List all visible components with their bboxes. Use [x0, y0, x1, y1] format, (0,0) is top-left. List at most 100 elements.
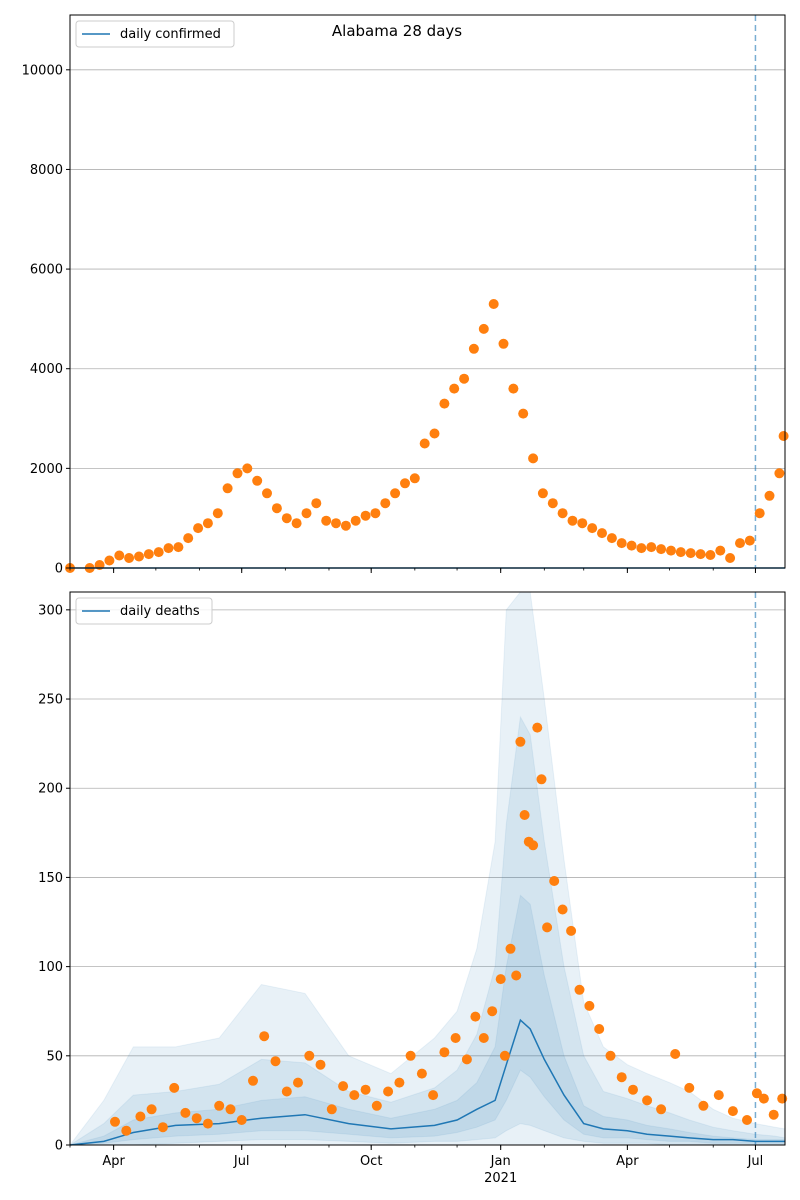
legend: daily deaths	[75, 597, 213, 625]
data-point	[270, 1056, 281, 1067]
y-tick-label: 8000	[30, 163, 63, 178]
data-point	[605, 1050, 616, 1061]
data-point	[495, 974, 506, 985]
data-point	[214, 1100, 225, 1111]
data-point	[259, 1031, 270, 1042]
data-point	[183, 533, 194, 544]
data-point	[180, 1107, 191, 1118]
data-point	[212, 508, 223, 519]
data-point	[311, 498, 322, 509]
data-point	[574, 984, 585, 995]
data-point	[725, 553, 736, 563]
data-point	[429, 428, 440, 439]
x-axis: Apr Jul Oct Jan Apr Jul	[69, 1145, 763, 1169]
data-point	[390, 488, 401, 499]
data-point	[405, 1050, 416, 1061]
data-point	[340, 520, 351, 531]
data-point	[153, 547, 164, 558]
data-point	[461, 1054, 472, 1065]
data-point	[487, 1006, 498, 1017]
data-point	[360, 1084, 371, 1095]
y-axis: 0 50 100 150 200 250 300	[38, 603, 70, 1154]
data-point	[587, 523, 598, 534]
data-point	[232, 468, 243, 479]
data-point	[202, 518, 213, 529]
data-point	[636, 543, 647, 554]
data-point	[468, 343, 479, 354]
data-point	[675, 547, 686, 558]
data-point	[670, 1049, 681, 1059]
data-point	[727, 1106, 738, 1117]
data-point	[291, 518, 302, 529]
panel-confirmed: 0 2000 4000 6000 8000 10000 daily confirmed	[22, 14, 789, 577]
y-axis: 0 2000 4000 6000 8000 10000	[22, 63, 70, 577]
data-point	[293, 1077, 303, 1088]
data-point	[104, 555, 115, 566]
data-point	[778, 431, 789, 441]
data-point	[705, 550, 716, 560]
data-point	[758, 1093, 769, 1104]
data-point	[419, 438, 430, 449]
data-point	[262, 488, 272, 499]
data-point	[656, 1104, 667, 1115]
data-point	[114, 550, 125, 561]
data-point	[439, 1047, 450, 1058]
y-tick-label: 100	[38, 960, 63, 975]
data-point	[695, 549, 706, 560]
data-point	[121, 1125, 132, 1136]
data-point	[751, 1088, 762, 1099]
data-point	[173, 542, 184, 553]
y-tick-label: 200	[38, 782, 63, 797]
data-point	[646, 542, 657, 553]
y-tick-label: 2000	[30, 462, 63, 477]
data-point	[163, 543, 174, 554]
data-point	[537, 488, 548, 499]
data-point	[301, 508, 312, 519]
y-tick-label: 10000	[22, 63, 63, 78]
data-point	[222, 483, 233, 494]
data-point	[439, 398, 450, 409]
data-point	[350, 515, 361, 526]
data-point	[315, 1059, 326, 1070]
data-point	[124, 553, 135, 563]
data-point	[360, 510, 371, 521]
x-tick-label: Oct	[360, 1154, 382, 1169]
data-point	[774, 468, 785, 479]
data-point	[508, 383, 519, 394]
data-point	[744, 535, 755, 546]
data-point	[567, 515, 578, 526]
data-point	[684, 1082, 695, 1093]
data-point	[478, 323, 489, 334]
data-point	[478, 1033, 489, 1043]
data-point	[518, 408, 529, 419]
data-points	[110, 722, 788, 1136]
data-point	[713, 1090, 724, 1101]
data-point	[394, 1077, 405, 1088]
data-point	[656, 544, 667, 555]
data-point	[110, 1116, 120, 1127]
data-point	[626, 540, 637, 551]
data-point	[768, 1109, 779, 1120]
data-point	[304, 1050, 315, 1061]
data-point	[135, 1111, 146, 1122]
data-point	[380, 498, 391, 509]
data-point	[428, 1090, 439, 1101]
y-tick-label: 6000	[30, 263, 63, 278]
data-point	[606, 533, 617, 544]
data-point	[371, 1100, 382, 1111]
data-point	[242, 463, 253, 474]
data-point	[505, 943, 516, 954]
data-point	[666, 545, 676, 556]
series-line-daily-deaths	[69, 1018, 785, 1146]
data-point	[549, 876, 560, 886]
data-point	[349, 1090, 360, 1101]
data-point	[685, 548, 696, 559]
data-point	[416, 1068, 427, 1079]
data-point	[557, 904, 568, 915]
x-axis-year-label: 2021	[484, 1171, 517, 1186]
data-point	[499, 1050, 510, 1061]
data-point	[735, 538, 745, 549]
x-axis	[69, 568, 756, 573]
data-point	[248, 1075, 258, 1086]
data-point	[547, 498, 558, 509]
